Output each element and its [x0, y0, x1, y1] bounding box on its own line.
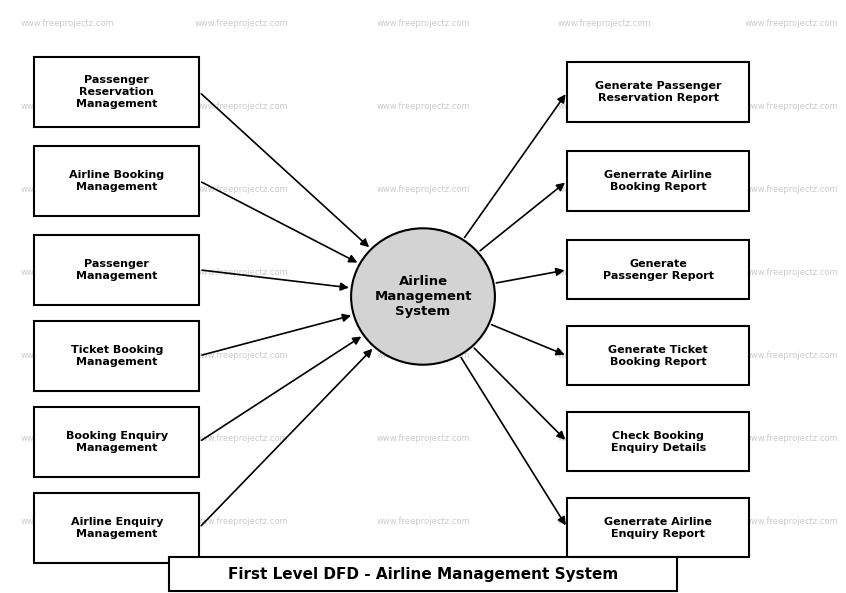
Text: www.freeprojectz.com: www.freeprojectz.com	[744, 268, 838, 278]
Text: www.freeprojectz.com: www.freeprojectz.com	[376, 268, 470, 278]
Text: www.freeprojectz.com: www.freeprojectz.com	[744, 19, 838, 28]
Ellipse shape	[351, 228, 495, 365]
Text: www.freeprojectz.com: www.freeprojectz.com	[376, 19, 470, 28]
Text: www.freeprojectz.com: www.freeprojectz.com	[21, 185, 114, 195]
Text: www.freeprojectz.com: www.freeprojectz.com	[195, 102, 288, 111]
Text: www.freeprojectz.com: www.freeprojectz.com	[195, 185, 288, 195]
Text: Ticket Booking
Management: Ticket Booking Management	[70, 345, 163, 366]
Bar	[567, 326, 749, 385]
Text: www.freeprojectz.com: www.freeprojectz.com	[744, 102, 838, 111]
Text: Passenger
Reservation
Management: Passenger Reservation Management	[76, 75, 157, 109]
Text: Generrate Airline
Enquiry Report: Generrate Airline Enquiry Report	[604, 517, 712, 538]
Bar	[35, 407, 200, 477]
Bar	[35, 493, 200, 563]
Bar	[567, 412, 749, 471]
Text: www.freeprojectz.com: www.freeprojectz.com	[558, 102, 651, 111]
Text: www.freeprojectz.com: www.freeprojectz.com	[21, 268, 114, 278]
Text: www.freeprojectz.com: www.freeprojectz.com	[744, 434, 838, 444]
Text: Generate Ticket
Booking Report: Generate Ticket Booking Report	[608, 345, 708, 366]
Text: Airline
Management
System: Airline Management System	[374, 275, 472, 318]
Text: www.freeprojectz.com: www.freeprojectz.com	[558, 351, 651, 361]
Text: www.freeprojectz.com: www.freeprojectz.com	[376, 351, 470, 361]
Bar	[35, 321, 200, 391]
Text: Passenger
Management: Passenger Management	[76, 259, 157, 280]
Text: Airline Enquiry
Management: Airline Enquiry Management	[70, 517, 163, 538]
Bar	[567, 62, 749, 122]
Text: www.freeprojectz.com: www.freeprojectz.com	[21, 434, 114, 444]
Bar	[35, 235, 200, 305]
Text: www.freeprojectz.com: www.freeprojectz.com	[376, 102, 470, 111]
Text: Check Booking
Enquiry Details: Check Booking Enquiry Details	[611, 431, 706, 452]
Bar	[35, 57, 200, 127]
Bar	[567, 151, 749, 211]
Text: www.freeprojectz.com: www.freeprojectz.com	[376, 185, 470, 195]
Text: www.freeprojectz.com: www.freeprojectz.com	[744, 185, 838, 195]
Text: www.freeprojectz.com: www.freeprojectz.com	[21, 517, 114, 527]
Text: www.freeprojectz.com: www.freeprojectz.com	[744, 517, 838, 527]
Text: First Level DFD - Airline Management System: First Level DFD - Airline Management Sys…	[228, 566, 618, 582]
Text: www.freeprojectz.com: www.freeprojectz.com	[558, 268, 651, 278]
Bar	[567, 240, 749, 299]
Text: www.freeprojectz.com: www.freeprojectz.com	[195, 434, 288, 444]
Text: www.freeprojectz.com: www.freeprojectz.com	[744, 351, 838, 361]
Text: www.freeprojectz.com: www.freeprojectz.com	[195, 517, 288, 527]
Bar	[169, 557, 677, 591]
Text: www.freeprojectz.com: www.freeprojectz.com	[21, 19, 114, 28]
Text: Generate
Passenger Report: Generate Passenger Report	[602, 259, 714, 280]
Text: www.freeprojectz.com: www.freeprojectz.com	[195, 351, 288, 361]
Text: www.freeprojectz.com: www.freeprojectz.com	[558, 185, 651, 195]
Text: www.freeprojectz.com: www.freeprojectz.com	[558, 517, 651, 527]
Text: www.freeprojectz.com: www.freeprojectz.com	[21, 351, 114, 361]
Text: www.freeprojectz.com: www.freeprojectz.com	[195, 268, 288, 278]
Text: Generrate Airline
Booking Report: Generrate Airline Booking Report	[604, 170, 712, 192]
Bar	[35, 146, 200, 216]
Text: www.freeprojectz.com: www.freeprojectz.com	[21, 102, 114, 111]
Text: www.freeprojectz.com: www.freeprojectz.com	[195, 19, 288, 28]
Text: Airline Booking
Management: Airline Booking Management	[69, 170, 164, 192]
Text: Booking Enquiry
Management: Booking Enquiry Management	[66, 431, 168, 452]
Text: www.freeprojectz.com: www.freeprojectz.com	[376, 517, 470, 527]
Text: Generate Passenger
Reservation Report: Generate Passenger Reservation Report	[595, 81, 722, 103]
Text: www.freeprojectz.com: www.freeprojectz.com	[558, 19, 651, 28]
Text: www.freeprojectz.com: www.freeprojectz.com	[376, 434, 470, 444]
Bar	[567, 498, 749, 557]
Text: www.freeprojectz.com: www.freeprojectz.com	[558, 434, 651, 444]
